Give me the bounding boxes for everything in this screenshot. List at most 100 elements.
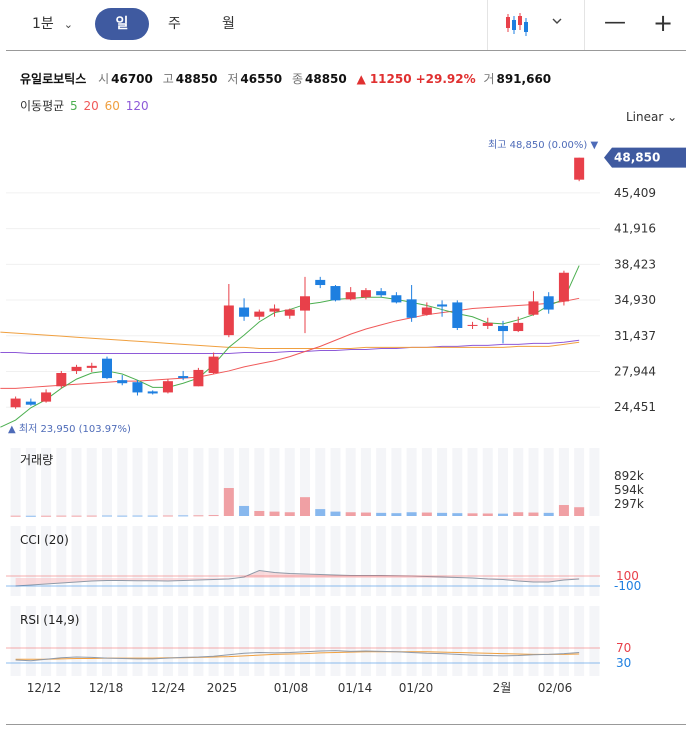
pane-column <box>315 606 326 676</box>
ma-legend-item: 120 <box>125 99 149 113</box>
y-tick-label: 24,451 <box>614 400 656 414</box>
pane-column <box>452 448 463 516</box>
pane-column <box>239 606 250 676</box>
tab-month[interactable]: 월 <box>222 16 235 32</box>
candle-body <box>86 365 97 368</box>
pane-column <box>10 526 21 596</box>
pane-column <box>162 606 173 676</box>
pane-column <box>284 448 295 516</box>
candle-body <box>10 398 21 408</box>
volume-bar <box>132 515 143 517</box>
pane-column <box>102 526 112 596</box>
pane-column <box>147 448 158 516</box>
pane-column <box>208 526 219 596</box>
tab-minute[interactable]: 1분 ⌄ <box>32 16 74 32</box>
high-marker: 최고 48,850 (0.00%) ▼ <box>488 139 598 151</box>
pane-column <box>56 448 67 516</box>
pane-column <box>574 448 585 516</box>
scale-mode-selector[interactable]: Linear ⌄ <box>626 110 677 124</box>
pane-column <box>86 526 97 596</box>
pane-column <box>589 526 600 596</box>
volume-bar <box>543 512 554 516</box>
candle-body <box>330 286 341 301</box>
volume-label: 거 <box>483 72 495 86</box>
pane-column <box>437 526 448 596</box>
pane-column <box>178 606 189 676</box>
pane-column <box>132 526 143 596</box>
volume-bar <box>86 515 97 517</box>
ma-legend[interactable]: 이동평균 5 20 60 120 <box>20 97 151 114</box>
pane-column <box>513 606 524 676</box>
cci-tick-label: -100 <box>614 579 641 593</box>
x-tick-label: 2월 <box>493 681 512 695</box>
pane-column <box>239 526 250 596</box>
pane-column <box>132 448 143 516</box>
pane-column <box>482 606 493 676</box>
pane-column <box>41 526 52 596</box>
volume-bar <box>300 497 310 516</box>
volume-bar <box>467 513 478 516</box>
candle-body <box>574 157 585 180</box>
candle-body <box>300 296 310 311</box>
candle-body <box>147 391 158 394</box>
volume-bar <box>25 515 36 517</box>
pane-column <box>162 526 173 596</box>
pane-column <box>391 526 402 596</box>
volume-bar <box>528 512 539 516</box>
zoom-in-button[interactable]: + <box>652 9 674 37</box>
x-tick-label: 2025 <box>207 681 238 695</box>
y-tick-label: 38,423 <box>614 257 656 271</box>
low-value: 46550 <box>240 72 283 86</box>
pane-column <box>330 526 341 596</box>
volume-bar <box>452 513 463 516</box>
pane-column <box>25 606 36 676</box>
pane-column <box>467 526 478 596</box>
low-marker: ▲ 최저 23,950 (103.97%) <box>8 423 131 435</box>
volume-bar <box>315 509 326 516</box>
high-label: 고 <box>162 72 174 86</box>
ma-legend-item: 5 <box>70 99 78 113</box>
ma120-line <box>0 339 580 355</box>
pane-column <box>86 606 97 676</box>
volume-tick-label: 594k <box>614 483 644 497</box>
tab-day[interactable]: 일 <box>95 8 149 40</box>
last-price-tag <box>604 147 686 168</box>
pane-column <box>223 448 234 516</box>
pane-column <box>513 526 524 596</box>
pane-column <box>269 448 280 516</box>
pane-column <box>406 448 417 516</box>
pane-column <box>558 606 569 676</box>
volume-bar <box>254 510 265 516</box>
timeframe-toolbar: 1분 ⌄ 일 주 월 — + <box>0 0 694 50</box>
pane-column <box>239 448 250 516</box>
pane-column <box>482 526 493 596</box>
candle-body <box>117 380 128 384</box>
pane-column <box>498 526 508 596</box>
volume-bar <box>117 515 128 517</box>
pane-column <box>543 448 554 516</box>
pane-column <box>102 448 112 516</box>
tab-week[interactable]: 주 <box>168 16 181 32</box>
chart-type-button[interactable] <box>500 10 572 38</box>
zoom-out-button[interactable]: — <box>604 10 626 35</box>
volume-bar <box>498 513 508 516</box>
scale-mode-label: Linear <box>626 110 664 124</box>
pane-column <box>452 606 463 676</box>
pane-column <box>528 526 539 596</box>
pane-column <box>558 448 569 516</box>
candle-body <box>254 311 265 317</box>
pane-column <box>589 606 600 676</box>
ma-legend-label: 이동평균 <box>20 99 65 113</box>
last-price-label: 48,850 <box>614 151 660 165</box>
candle-body <box>467 324 478 326</box>
pane-column <box>421 606 432 676</box>
pane-column <box>117 448 128 516</box>
close-label: 종 <box>291 72 303 86</box>
pane-column <box>25 448 36 516</box>
pane-column <box>71 448 82 516</box>
pane-column <box>208 606 219 676</box>
pane-column <box>360 526 371 596</box>
volume-bar <box>421 512 432 516</box>
chevron-down-icon <box>552 18 562 24</box>
